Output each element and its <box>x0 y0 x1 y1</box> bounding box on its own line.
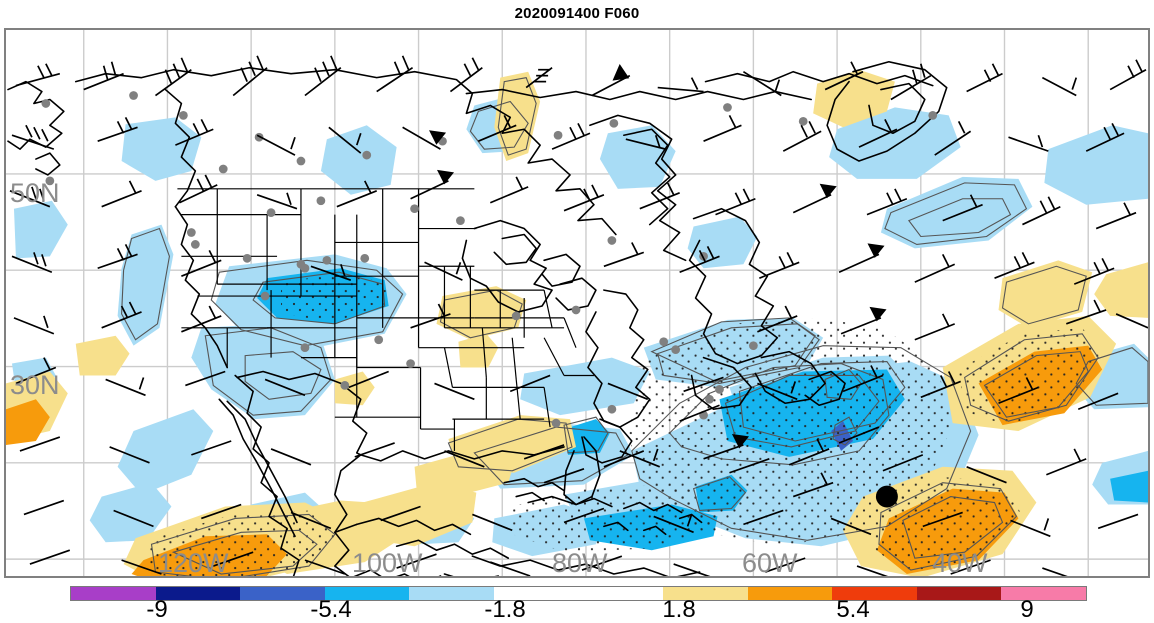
colorbar-segment-0 <box>71 587 156 600</box>
colorbar-tick-5: 9 <box>1020 596 1034 623</box>
state-borders <box>177 188 594 451</box>
colorbar-panel: -9 -5.4 -1.8 1.8 5.4 9 <box>0 584 1154 622</box>
colorbar-tick-4: 5.4 <box>836 596 870 623</box>
colorbar-segment-5 <box>493 587 579 600</box>
colorbar-segment-11 <box>1001 587 1086 600</box>
colorbar-tick-0: -9 <box>146 596 168 623</box>
map-canvas <box>6 30 1148 576</box>
colorbar-segment-10 <box>916 587 1002 600</box>
wind-barbs <box>9 55 1148 576</box>
colorbar-segment-6 <box>578 587 664 600</box>
colorbar-segment-8 <box>747 587 833 600</box>
map-panel: 50N 30N 120W 100W 80W 60W 40W <box>4 28 1150 578</box>
colorbar-tick-2: -1.8 <box>484 596 526 623</box>
station-dots <box>41 91 938 428</box>
colorbar-segment-1 <box>155 587 241 600</box>
colorbar-segment-9 <box>832 587 917 600</box>
colorbar-segment-4 <box>409 587 494 600</box>
colorbar-tick-3: 1.8 <box>662 596 696 623</box>
colorbar-tick-1: -5.4 <box>310 596 352 623</box>
colorbar-segment-7 <box>663 587 748 600</box>
colorbar[interactable] <box>70 586 1087 601</box>
colorbar-segment-2 <box>240 587 325 600</box>
point-marker <box>875 485 898 508</box>
map-frame: 50N 30N 120W 100W 80W 60W 40W <box>4 28 1150 578</box>
colorbar-segment-3 <box>324 587 410 600</box>
chart-title: 2020091400 F060 <box>514 4 640 22</box>
colorbar-tick-labels: -9 -5.4 -1.8 1.8 5.4 9 <box>0 598 1154 622</box>
coastlines-borders <box>7 60 948 576</box>
